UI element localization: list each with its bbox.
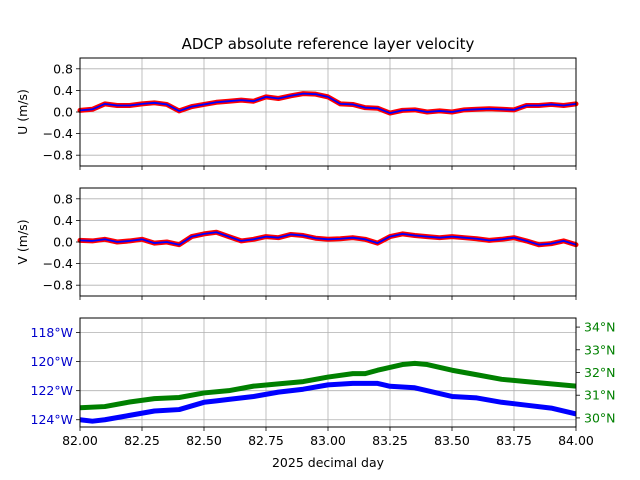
lon-tick-label: 124°W	[31, 412, 73, 427]
x-tick-label: 82.75	[248, 433, 284, 448]
longitude-series	[79, 380, 577, 424]
x-axis-label: 2025 decimal day	[272, 455, 385, 470]
v-y-tick-label: −0.4	[43, 256, 73, 271]
lon-tick-label: 122°W	[31, 383, 73, 398]
lat-tick-label: 32°N	[584, 365, 616, 380]
x-tick-label: 83.00	[310, 433, 346, 448]
lat-tick-label: 31°N	[584, 388, 616, 403]
u-velocity-panel: 0.8 0.4 0.0 −0.4 −0.8 U (m/s)	[15, 57, 579, 170]
chart-title: ADCP absolute reference layer velocity	[182, 35, 475, 53]
u-y-tick-label: 0.8	[53, 61, 73, 76]
v-y-tick-label: 0.8	[53, 191, 73, 206]
u-y-tick-label: 0.0	[53, 105, 73, 120]
x-tick-label: 82.50	[186, 433, 222, 448]
u-series-blue	[79, 92, 577, 114]
v-y-tick-label: −0.8	[43, 278, 73, 293]
lat-tick-label: 33°N	[584, 342, 616, 357]
v-y-tick-label: 0.4	[53, 213, 73, 228]
u-axis-label: U (m/s)	[15, 89, 30, 135]
x-tick-label: 82.25	[124, 433, 160, 448]
lon-tick-label: 120°W	[31, 354, 73, 369]
x-tick-label: 83.50	[434, 433, 470, 448]
v-y-tick-label: 0.0	[53, 235, 73, 250]
lat-tick-label: 34°N	[584, 320, 616, 335]
x-tick-label: 84.00	[558, 433, 594, 448]
x-tick-label: 83.25	[372, 433, 408, 448]
v-series-blue	[79, 231, 577, 246]
x-tick-label: 83.75	[496, 433, 532, 448]
lat-tick-label: 30°N	[584, 410, 616, 425]
u-y-tick-label: −0.4	[43, 126, 73, 141]
x-tick-label: 82.00	[62, 433, 98, 448]
latitude-series	[79, 360, 577, 411]
v-velocity-panel: 0.8 0.4 0.0 −0.4 −0.8 V (m/s)	[15, 187, 579, 300]
u-y-tick-label: −0.8	[43, 148, 73, 163]
u-y-tick-label: 0.4	[53, 83, 73, 98]
v-axis-label: V (m/s)	[15, 219, 30, 264]
position-panel: 82.00 82.25 82.50 82.75 83.00 83.25 83.50 83.75…	[31, 317, 616, 448]
lon-tick-label: 118°W	[31, 325, 73, 340]
